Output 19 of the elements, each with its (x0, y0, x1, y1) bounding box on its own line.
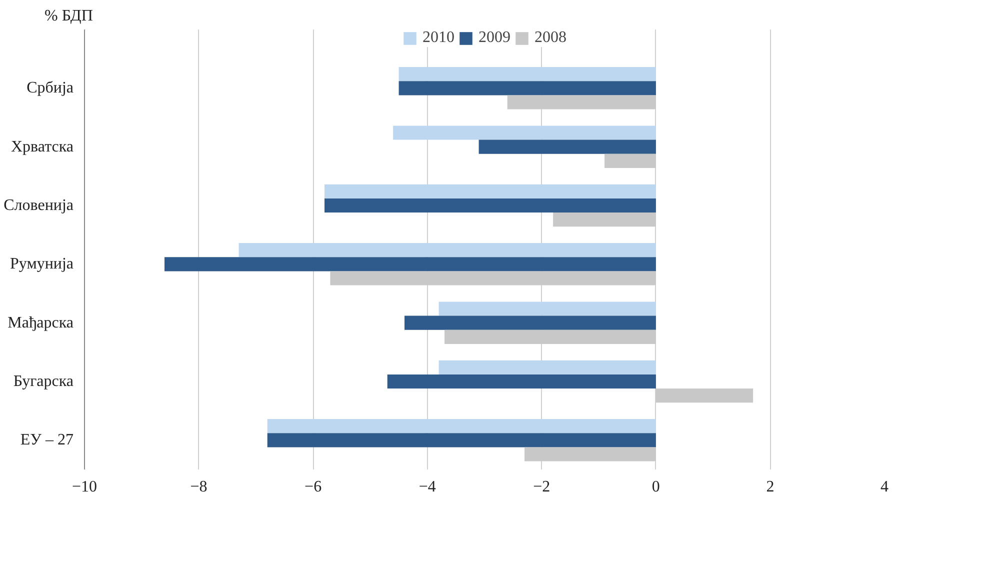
x-tick-label: −4 (418, 478, 436, 496)
x-tick-label: −8 (190, 478, 208, 496)
x-tick-label: 2 (766, 478, 774, 496)
x-tick-label: −10 (72, 478, 98, 496)
x-tick-label: 0 (652, 478, 660, 496)
y-tick-label: Бугарска (13, 373, 74, 390)
y-axis-title: % БДП (44, 8, 94, 24)
y-tick-label: Мађарска (8, 314, 74, 332)
legend-label: 2008 (534, 29, 566, 47)
legend-label: 2010 (422, 29, 454, 47)
legend-label: 2009 (478, 29, 510, 47)
x-tick-label: 4 (880, 478, 888, 496)
x-tick-label: −2 (533, 478, 550, 496)
y-tick-label: Словенија (4, 197, 74, 214)
y-tick-label: ЕУ – 27 (20, 432, 74, 449)
y-tick-label: Хрватска (10, 138, 74, 156)
x-tick-label: −6 (304, 478, 322, 496)
y-tick-label: Румунија (10, 256, 74, 273)
y-tick-label: Србија (26, 80, 74, 97)
